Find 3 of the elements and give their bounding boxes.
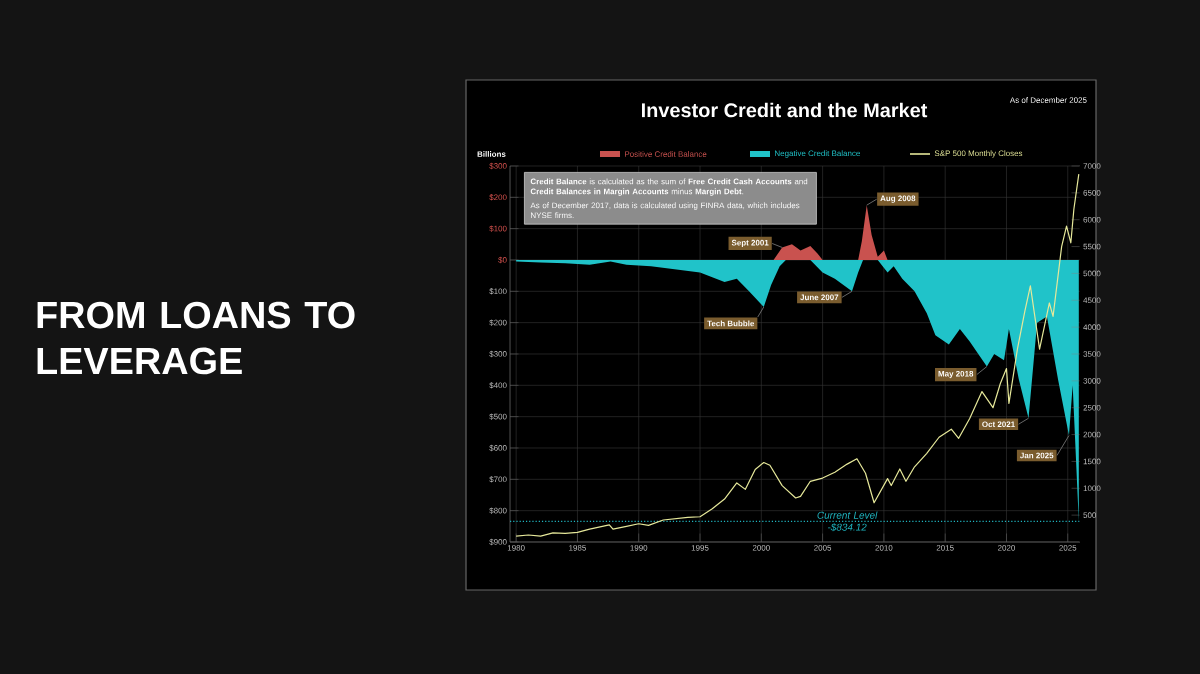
chart-title: Investor Credit and the Market (641, 102, 928, 118)
line-series (515, 173, 1080, 537)
text: FROM LOANS TO LEVERAGE (37, 301, 355, 375)
